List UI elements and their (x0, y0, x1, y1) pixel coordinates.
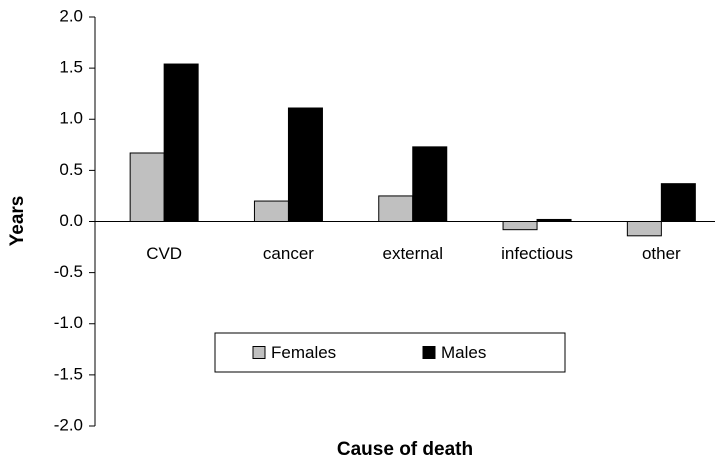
bar (626, 221, 662, 237)
bar (412, 146, 448, 222)
bar (502, 221, 538, 231)
legend-label: Males (441, 343, 486, 362)
y-tick-label: 1.0 (59, 109, 83, 128)
y-axis-title: Years (7, 196, 28, 247)
y-tick-label: -1.5 (54, 364, 83, 383)
bar (287, 107, 323, 222)
x-tick-label: other (642, 244, 681, 263)
legend-box (214, 332, 566, 373)
y-tick-label: -1.0 (54, 313, 83, 332)
legend-swatch (252, 346, 266, 359)
x-tick-label: external (383, 244, 443, 263)
bar (163, 63, 199, 222)
y-tick-label: 0.5 (59, 160, 83, 179)
bar (378, 195, 414, 222)
y-tick-label: -0.5 (54, 262, 83, 281)
x-tick-label: infectious (501, 244, 573, 263)
x-tick-label: CVD (146, 244, 182, 263)
x-tick-label: cancer (263, 244, 314, 263)
legend-label: Females (271, 343, 336, 362)
bar (253, 200, 289, 223)
x-axis-title: Cause of death (337, 439, 473, 460)
legend-swatch (422, 346, 436, 359)
bar (129, 152, 165, 222)
y-tick-label: 2.0 (59, 6, 83, 25)
y-tick-label: 1.5 (59, 58, 83, 77)
bar (660, 183, 696, 222)
y-tick-label: 0.0 (59, 211, 83, 230)
y-tick-label: -2.0 (54, 415, 83, 434)
